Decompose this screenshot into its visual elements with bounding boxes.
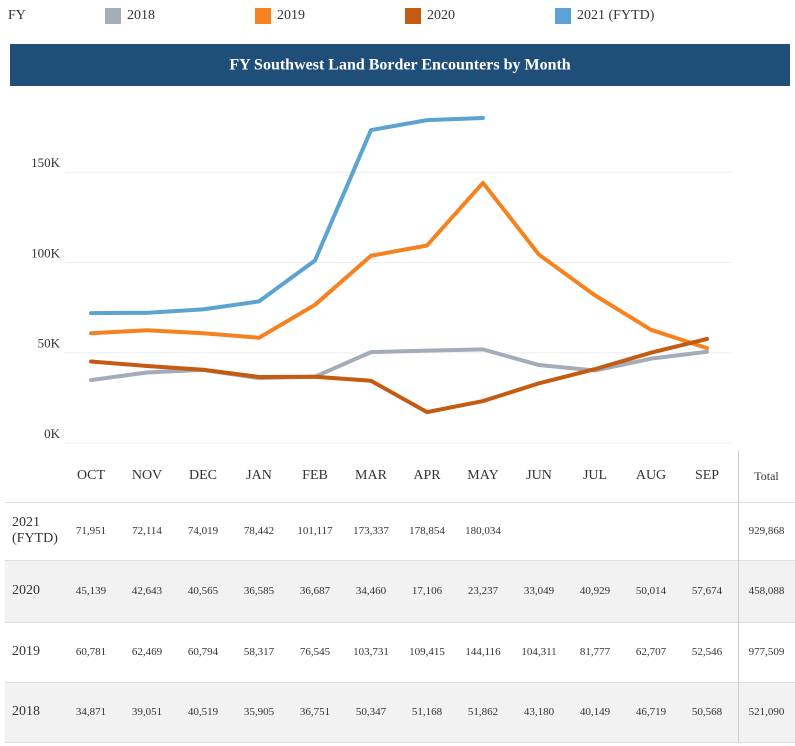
table-cell: 34,460 [355,585,387,597]
table-cell: 52,546 [691,646,723,658]
legend-swatch [255,8,271,24]
table-cell: 51,862 [467,706,499,718]
row-label: 2019 [12,644,40,659]
table-row [5,502,795,560]
chart: FY FY Southwest Land Border Encounters b… [8,8,790,444]
column-header: Total [754,468,779,483]
legend-label: 2021 (FYTD) [577,8,655,23]
table-cell: 144,116 [465,646,501,658]
y-tick-label: 0K [44,426,61,441]
table-cell: 39,051 [131,706,163,718]
table-cell: 104,311 [521,646,557,658]
table-cell: 36,585 [243,585,275,597]
column-header: NOV [131,468,163,483]
legend-label: 2018 [127,8,155,23]
table-cell: 109,415 [409,646,445,658]
y-tick-label: 100K [31,245,61,260]
row-label: 2020 [12,583,40,598]
legend-swatch [405,8,421,24]
table-cell: 36,751 [299,706,331,718]
table-cell: 40,149 [579,706,611,718]
table-cell: 40,565 [187,585,219,597]
legend-swatch [105,8,121,24]
table-cell: 81,777 [579,646,611,658]
table-cell: 45,139 [75,585,107,597]
column-header: APR [413,468,441,483]
table-row [5,560,795,622]
table-cell: 36,687 [299,585,331,597]
column-header: MAR [355,468,387,483]
table-cell: 40,519 [187,706,219,718]
row-label: 2018 [12,704,40,719]
legend-label: 2019 [277,8,305,23]
table-cell: 50,568 [691,706,723,718]
table-cell: 62,469 [131,646,163,658]
column-header: MAY [467,468,499,483]
column-header: JUN [526,468,552,483]
series-line [89,336,709,415]
title-bar [10,44,790,86]
table-cell: 34,871 [75,706,107,718]
legend-swatch [555,8,571,24]
table-row [5,682,795,742]
table-cell: 23,237 [467,585,499,597]
total-divider [738,450,739,742]
table-cell: 42,643 [131,585,163,597]
column-header: OCT [77,468,105,483]
table-cell: 78,442 [243,525,275,537]
table-cell: 17,106 [411,585,443,597]
table-cell: 74,019 [187,525,219,537]
total-cell: 521,090 [748,706,785,718]
table-cell: 103,731 [353,646,389,658]
table-cell: 173,337 [353,525,389,537]
series-line [89,180,709,351]
column-header: FEB [302,468,328,483]
table-cell: 43,180 [523,706,555,718]
table-cell: 178,854 [409,525,445,537]
chart-title: FY Southwest Land Border Encounters by M… [229,57,570,74]
column-header: AUG [635,468,667,483]
table-cell: 51,168 [411,706,443,718]
table-cell: 101,117 [297,525,333,537]
table-cell: 71,951 [75,525,107,537]
table-cell: 180,034 [465,525,501,537]
table-cell: 72,114 [132,525,162,537]
table-cell: 57,674 [691,585,723,597]
legend-title: FY [8,8,26,23]
table-cell: 60,794 [187,646,219,658]
table-cell: 58,317 [243,646,275,658]
legend-label: 2020 [427,8,455,23]
table-cell: 76,545 [299,646,331,658]
table-cell: 35,905 [243,706,275,718]
total-cell: 458,088 [748,585,785,597]
table-cell: 60,781 [75,646,107,658]
table-row [5,622,795,682]
y-tick-label: 50K [38,336,61,351]
column-header: SEP [694,468,720,483]
table-cell: 62,707 [635,646,667,658]
column-header: DEC [189,468,217,483]
table-cell: 33,049 [523,585,555,597]
total-cell: 929,868 [748,525,785,537]
column-header: JUL [582,468,608,483]
table-cell: 46,719 [635,706,667,718]
row-label: 2021 (FYTD) [12,515,58,546]
column-header: JAN [246,468,272,483]
total-cell: 977,509 [748,646,785,658]
table-bottom [5,742,795,743]
table-cell: 50,347 [355,706,387,718]
table-cell: 40,929 [579,585,611,597]
table-cell: 50,014 [635,585,667,597]
series-line [89,115,485,316]
y-tick-label: 150K [31,155,61,170]
